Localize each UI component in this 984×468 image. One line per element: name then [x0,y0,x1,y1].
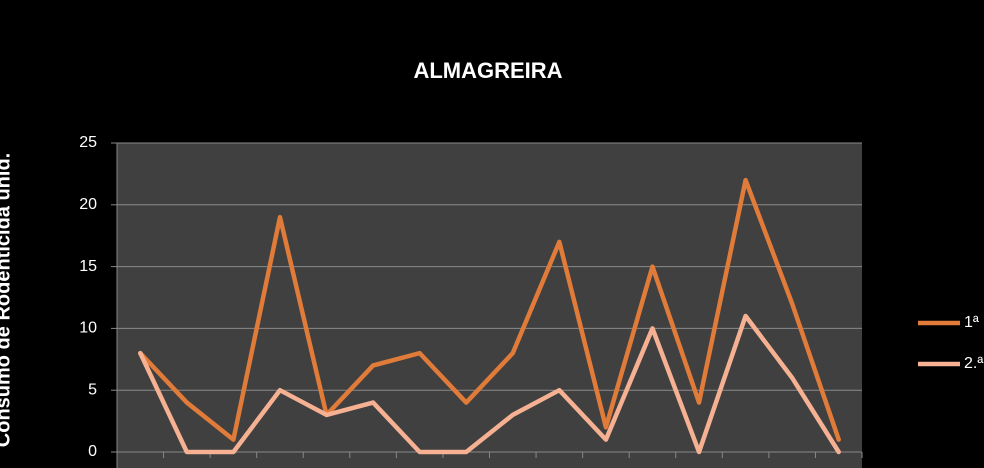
y-tick-label: 15 [79,258,97,275]
legend-label: 2.ª [964,355,983,372]
legend-label: 1ª [964,314,979,331]
y-tick-label: 20 [79,196,97,213]
plot-area [117,143,862,468]
y-tick-label: 10 [79,320,97,337]
y-axis-label: Consumo de Rodenticida unid. [0,153,14,447]
y-tick-label: 25 [79,134,97,151]
chart-title: ALMAGREIRA [413,58,562,83]
y-tick-label: 5 [88,381,97,398]
series-line [138,177,841,442]
series-line [138,313,841,455]
y-tick-label: 0 [88,443,97,460]
